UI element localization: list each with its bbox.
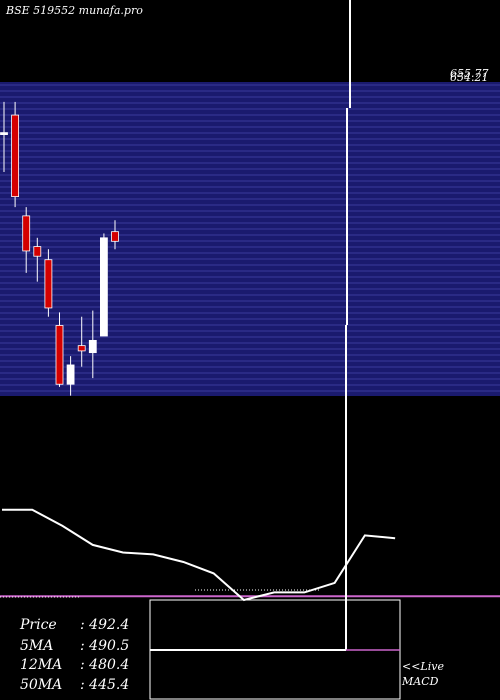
candle-body [88,339,97,354]
candle-body [77,345,86,352]
price-axis-label: 655.77 [450,67,489,80]
ma12-label: 12MA [20,657,63,673]
source-label: BSE 519552 munafa.pro [6,4,143,17]
candle-body [44,259,53,309]
ma50-row: 50MA : 445.4 [20,677,129,693]
ma5-value: : 490.5 [80,638,130,654]
candle-body [111,231,119,242]
price-band [0,82,500,396]
ma50-value: : 445.4 [80,677,130,693]
price-row: Price : 492.4 [20,617,129,633]
macd-line [2,508,396,602]
ma50-label: 50MA [20,677,63,693]
ma5-row: 5MA : 490.5 [20,638,129,654]
ma12-row: 12MA : 480.4 [20,657,129,673]
candle-body [55,325,64,385]
candle-body [0,132,8,136]
macd-legend-label: MACD [402,675,439,688]
live-link[interactable]: <<Live [402,660,444,673]
ma5-label: 5MA [20,638,54,654]
candle-body [11,114,20,198]
candle-body [100,237,108,337]
live-legend[interactable]: <<Live MACD [402,659,444,689]
candle-body [22,215,31,252]
price-value: : 492.4 [80,617,130,633]
candle-body [66,364,75,385]
ma12-value: : 480.4 [80,657,130,673]
candle-body [33,246,42,257]
price-axis-label: 654.21 [450,71,489,84]
price-label: Price [20,617,57,633]
